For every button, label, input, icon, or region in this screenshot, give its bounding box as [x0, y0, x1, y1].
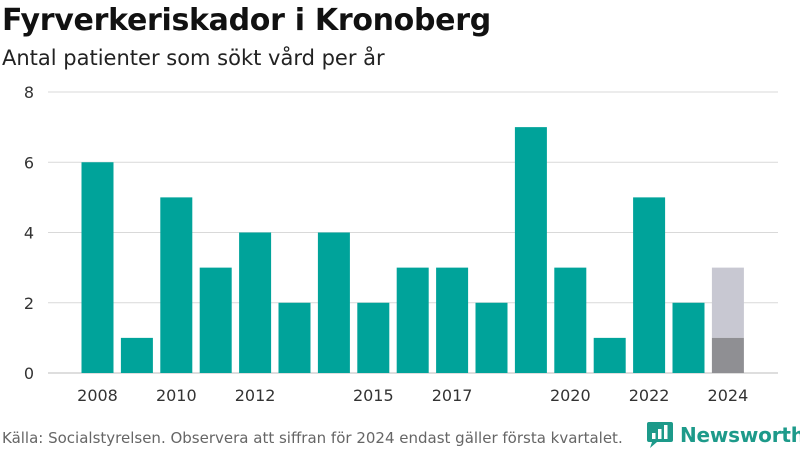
- bar-2011: [199, 267, 232, 373]
- bar-2022: [633, 197, 666, 373]
- x-tick-label: 2008: [77, 386, 118, 405]
- x-tick-label: 2024: [708, 386, 749, 405]
- newsworthy-logo-icon: [647, 422, 673, 448]
- bar-2010: [160, 197, 193, 373]
- x-tick-label: 2015: [353, 386, 394, 405]
- bar-chart: 0 2 4 6 8 2008 2010 2012 2015 2017 2020 2022 2024: [24, 83, 778, 405]
- bar-2020: [554, 267, 587, 373]
- x-tick-label: 2010: [156, 386, 197, 405]
- bar-2023: [672, 302, 705, 373]
- x-tick-label: 2022: [629, 386, 670, 405]
- y-tick-label: 8: [24, 83, 34, 102]
- bar-2008: [81, 162, 114, 373]
- bar-2024-first-quarter: [711, 337, 744, 373]
- bar-2017: [436, 267, 469, 373]
- y-tick-label: 0: [24, 364, 34, 383]
- brand-logo: Newsworthy: [646, 421, 800, 449]
- x-tick-label: 2017: [432, 386, 473, 405]
- y-tick-label: 4: [24, 224, 34, 243]
- brand-name: Newsworthy: [680, 423, 800, 447]
- bar-2024-remaining: [711, 267, 744, 338]
- bars: [81, 127, 744, 373]
- x-tick-label: 2020: [550, 386, 591, 405]
- y-tick-label: 2: [24, 294, 34, 313]
- source-note: Källa: Socialstyrelsen. Observera att si…: [2, 429, 623, 447]
- bar-2018: [475, 302, 508, 373]
- bar-2019: [514, 127, 547, 373]
- bar-2016: [396, 267, 429, 373]
- chart-subtitle: Antal patienter som sökt vård per år: [2, 46, 385, 70]
- chart-title: Fyrverkeriskador i Kronoberg: [2, 3, 491, 38]
- bar-2021: [593, 337, 626, 373]
- y-tick-label: 6: [24, 153, 34, 172]
- bar-2009: [120, 337, 153, 373]
- bar-2015: [357, 302, 390, 373]
- bar-2013: [278, 302, 311, 373]
- bar-2014: [317, 232, 350, 373]
- axis-labels: 0 2 4 6 8 2008 2010 2012 2015 2017 2020 2022 2024: [24, 83, 748, 405]
- x-tick-label: 2012: [235, 386, 276, 405]
- bar-2012: [239, 232, 272, 373]
